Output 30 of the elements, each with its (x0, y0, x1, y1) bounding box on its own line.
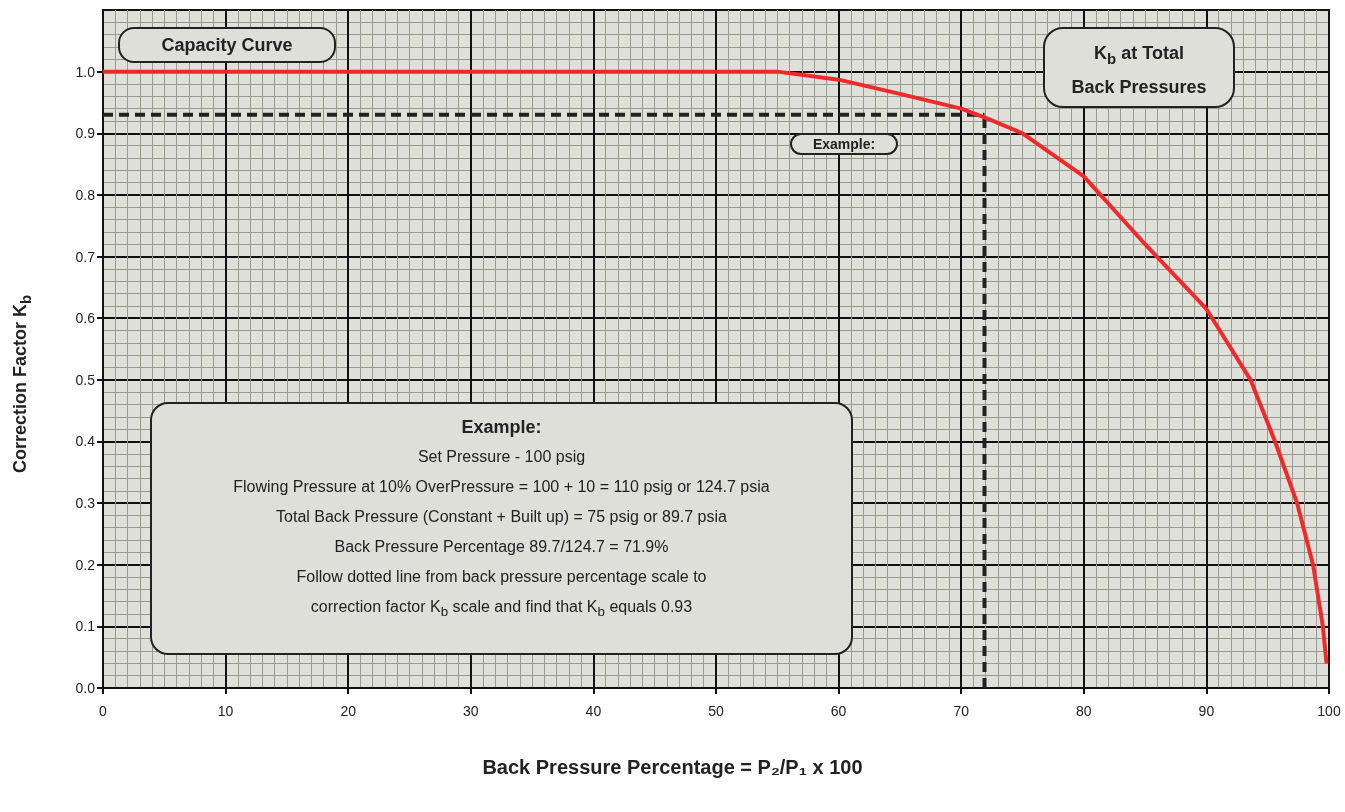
y-tick-label: 0.3 (75, 495, 96, 512)
x-tick-label: 60 (830, 703, 847, 719)
y-tick-label: 0.0 (75, 680, 96, 696)
annotation: correction factor K$_{b}$ scale and find that K$_{b}$ equals 0.93 (309, 597, 694, 622)
y-tick-label: 0.2 (75, 556, 96, 573)
x-tick-label: 70 (953, 703, 970, 719)
x-tick-label: 50 (708, 703, 724, 719)
y-tick-label: 0.9 (75, 125, 96, 142)
annotation: Set Pressure - 100 psig (416, 447, 587, 467)
x-tick-label: 0 (99, 703, 108, 719)
y-tick-label: 1.0 (75, 63, 96, 80)
annotation: Flowing Pressure at 10% OverPressure = 100 + 10 = 110 psig or 124.7 psia (232, 477, 771, 497)
annotation: Back Pressure Percentage 89.7/124.7 = 71.9% (333, 537, 670, 557)
y-tick-label: 0.4 (75, 433, 96, 450)
x-axis-title: Back Pressure Percentage = P₂/P₁ x 100 (481, 756, 864, 779)
x-tick-label: 10 (217, 703, 234, 719)
annotation: Example: (460, 416, 543, 439)
y-tick-label: 0.6 (75, 310, 96, 327)
x-tick-label: 30 (463, 703, 479, 719)
x-tick-label: 20 (340, 703, 357, 719)
y-tick-label: 0.1 (75, 618, 96, 635)
x-tick-label: 100 (1317, 703, 1341, 719)
y-tick-label: 0.8 (75, 186, 96, 203)
x-tick-label: 90 (1198, 703, 1215, 719)
annotation: Total Back Pressure (Constant + Built up) = 75 psig or 89.7 psia (275, 507, 728, 527)
annotation: Follow dotted line from back pressure percentage scale to (295, 567, 708, 587)
x-tick-label: 40 (585, 703, 602, 719)
y-tick-label: 0.7 (75, 248, 96, 265)
x-tick-label: 80 (1076, 703, 1092, 719)
y-tick-label: 0.5 (75, 371, 96, 388)
